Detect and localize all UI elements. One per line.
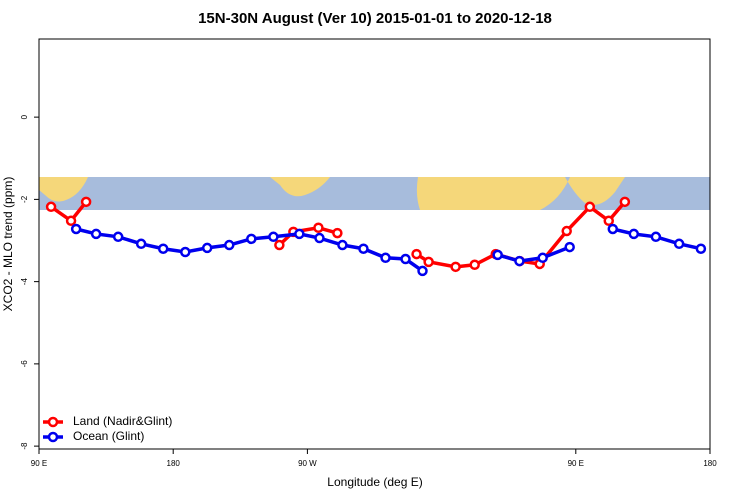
x-tick-label: 180 [703, 459, 717, 468]
point [417, 265, 428, 277]
point [65, 215, 77, 227]
point [358, 243, 369, 254]
point [80, 196, 92, 208]
point [314, 232, 325, 244]
point [90, 228, 102, 240]
point [380, 252, 391, 264]
y-tick-label: -6 [20, 360, 29, 368]
legend-label: Ocean (Glint) [73, 429, 144, 443]
point [537, 252, 548, 264]
legend-label: Land (Nadir&Glint) [73, 414, 172, 428]
point [450, 261, 461, 273]
x-tick-label: 90 E [31, 459, 47, 468]
y-tick-label: -8 [20, 442, 29, 450]
point [313, 222, 324, 234]
point [274, 239, 285, 251]
legend-marker [47, 416, 59, 428]
point [469, 259, 480, 271]
point [607, 223, 619, 235]
point [561, 225, 572, 237]
y-tick-label: 0 [20, 114, 29, 119]
point [584, 201, 596, 213]
x-tick-label: 90 W [298, 459, 317, 468]
y-tick-label: -2 [20, 195, 29, 203]
point [201, 242, 213, 254]
x-tick-label: 90 E [568, 459, 584, 468]
point [337, 239, 348, 251]
plot-frame [38, 38, 711, 450]
point [268, 231, 279, 243]
point [514, 255, 525, 267]
point [628, 228, 640, 240]
point [411, 248, 422, 260]
point [45, 201, 57, 213]
point [603, 215, 615, 227]
y-tick-label: -4 [20, 278, 29, 286]
point [157, 243, 169, 254]
chart-title: 15N-30N August (Ver 10) 2015-01-01 to 20… [198, 10, 552, 27]
point [673, 238, 685, 250]
point [619, 196, 631, 208]
point [400, 253, 411, 265]
point [332, 227, 343, 239]
point [135, 238, 147, 250]
point [650, 231, 662, 243]
legend-marker [47, 431, 59, 443]
point [112, 231, 124, 243]
point [695, 243, 707, 254]
y-axis-label: XCO2 - MLO trend (ppm) [1, 177, 15, 312]
map-band [39, 177, 710, 210]
point [564, 241, 575, 253]
point [70, 223, 82, 235]
point [423, 256, 434, 268]
point [492, 249, 503, 261]
point [224, 239, 235, 251]
x-tick-label: 180 [167, 459, 181, 468]
point [246, 233, 257, 245]
point [180, 246, 191, 258]
x-axis-label: Longitude (deg E) [327, 475, 422, 489]
series-line [75, 227, 702, 273]
point [294, 228, 305, 240]
